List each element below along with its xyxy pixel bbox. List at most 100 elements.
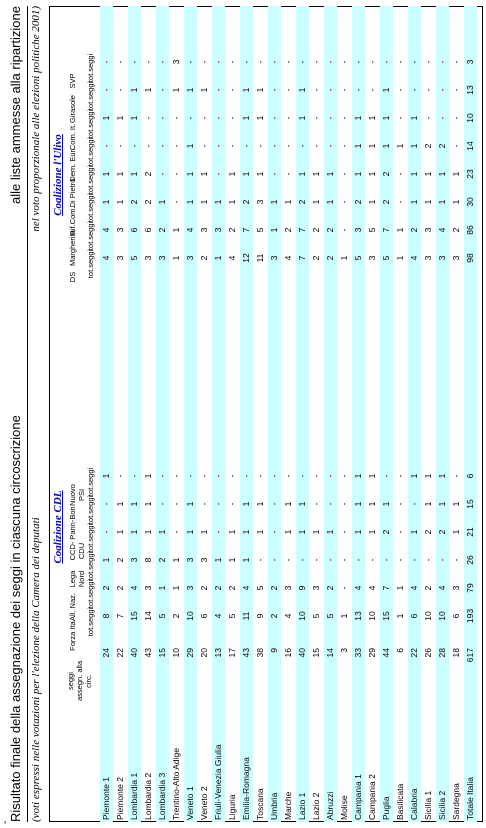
seat-cell: - bbox=[423, 60, 433, 64]
seat-cell: 1 bbox=[199, 199, 209, 205]
region-name: Lazio 1 bbox=[297, 792, 307, 820]
seat-cell: - bbox=[171, 530, 181, 534]
seat-cell: 1 bbox=[367, 171, 377, 177]
table-row: Puglia 44 15 7 - 2 1 - 5 7 2 2 1 1 1 - bbox=[380, 6, 393, 822]
seat-cell: 2 bbox=[227, 227, 237, 233]
seat-cell: 1 bbox=[129, 171, 139, 177]
seat-cell: - bbox=[129, 144, 139, 148]
seat-cell: 1 bbox=[283, 529, 293, 535]
seat-cell: 2 bbox=[115, 557, 125, 563]
seat-cell: 1 bbox=[185, 87, 195, 93]
seat-cell: 1 bbox=[227, 199, 237, 205]
seat-cell: 1 bbox=[255, 115, 265, 121]
seat-cell: 3 bbox=[255, 199, 265, 205]
region-name: Molise bbox=[339, 795, 349, 820]
seat-cell: 3 bbox=[185, 255, 195, 261]
header-svp: SVP bbox=[68, 73, 77, 89]
seat-cell: 1 bbox=[255, 171, 265, 177]
seat-cell: 12 bbox=[241, 253, 251, 263]
seat-cell: 4 bbox=[437, 585, 447, 591]
seat-cell: 1 bbox=[409, 143, 419, 149]
seat-cell: - bbox=[255, 60, 265, 64]
seat-cell: 2 bbox=[283, 227, 293, 233]
seat-cell: 1 bbox=[367, 115, 377, 121]
seat-cell: 23 bbox=[465, 169, 475, 179]
table-row: Liguria 17 5 2 1 1 - - 4 2 1 1 - - - - bbox=[226, 6, 239, 822]
seat-cell: 1 bbox=[269, 199, 279, 205]
seat-cell: - bbox=[185, 474, 195, 478]
seat-cell: - bbox=[325, 558, 335, 562]
seat-cell: 1 bbox=[451, 199, 461, 205]
seat-cell: 3 bbox=[269, 255, 279, 261]
region-name: Basilicata bbox=[395, 783, 405, 820]
seat-cell: 1 bbox=[171, 557, 181, 563]
seat-cell: 4 bbox=[185, 227, 195, 233]
seat-cell: 10 bbox=[367, 611, 377, 621]
seat-cell: - bbox=[129, 474, 139, 478]
seat-cell: 1 bbox=[367, 529, 377, 535]
seat-cell: - bbox=[213, 60, 223, 64]
seat-cell: 7 bbox=[381, 227, 391, 233]
seat-cell: - bbox=[283, 116, 293, 120]
seat-cell: 2 bbox=[143, 199, 153, 205]
seat-cell: - bbox=[367, 558, 377, 562]
seat-cell: 1 bbox=[297, 501, 307, 507]
seat-cell: 2 bbox=[171, 613, 181, 619]
seat-cell: 9 bbox=[255, 613, 265, 619]
seat-cell: - bbox=[325, 88, 335, 92]
region-name: Sicilia 1 bbox=[423, 790, 433, 820]
seat-cell: 193 bbox=[465, 608, 475, 624]
seat-cell: - bbox=[283, 172, 293, 176]
seat-cell: - bbox=[213, 474, 223, 478]
seat-cell: 1 bbox=[213, 557, 223, 563]
seat-cell: 3 bbox=[213, 227, 223, 233]
total-seats: 29 bbox=[367, 648, 377, 658]
seat-cell: - bbox=[367, 88, 377, 92]
region-name: Emilia-Romagna bbox=[241, 757, 251, 820]
seat-cell: 1 bbox=[101, 473, 111, 479]
total-seats: 24 bbox=[101, 648, 111, 658]
divider bbox=[49, 6, 50, 822]
seat-cell: - bbox=[395, 558, 405, 562]
seat-cell: 1 bbox=[143, 87, 153, 93]
seat-cell: 6 bbox=[465, 473, 475, 479]
seat-cell: 7 bbox=[381, 585, 391, 591]
seat-cell: - bbox=[339, 200, 349, 204]
region-name: Umbria bbox=[269, 792, 279, 820]
region-name: Veneto 1 bbox=[185, 786, 195, 820]
seat-cell: 1 bbox=[241, 171, 251, 177]
seat-cell: 3 bbox=[423, 255, 433, 261]
seat-cell: - bbox=[101, 502, 111, 506]
seat-cell: - bbox=[157, 172, 167, 176]
seat-cell: - bbox=[339, 60, 349, 64]
seat-cell: - bbox=[437, 558, 447, 562]
seat-cell: - bbox=[101, 144, 111, 148]
seat-cell: - bbox=[115, 60, 125, 64]
seat-cell: - bbox=[213, 144, 223, 148]
table-row: Sicilia 1 26 10 2 - 2 1 1 3 3 1 1 2 - - - bbox=[422, 6, 435, 822]
seat-cell: 5 bbox=[325, 613, 335, 619]
region-name: Piemonte 2 bbox=[115, 777, 125, 820]
coalition-cdl-title: Coalizione CDL bbox=[52, 490, 64, 564]
seat-cell: 2 bbox=[325, 255, 335, 261]
seat-cell: - bbox=[269, 60, 279, 64]
seat-cell: 1 bbox=[367, 501, 377, 507]
region-name: Marche bbox=[283, 791, 293, 820]
seat-cell: 1 bbox=[395, 227, 405, 233]
seat-cell: 1 bbox=[423, 501, 433, 507]
seat-cell: - bbox=[451, 88, 461, 92]
seat-cell: 79 bbox=[465, 583, 475, 593]
region-name: Veneto 2 bbox=[199, 786, 209, 820]
seat-cell: - bbox=[255, 144, 265, 148]
seat-cell: 10 bbox=[185, 611, 195, 621]
seat-cell: - bbox=[395, 474, 405, 478]
total-seats: 617 bbox=[465, 648, 475, 663]
seat-cell: 2 bbox=[311, 227, 321, 233]
table-row: Umbria 9 2 2 - - - - 3 1 1 - - - - - bbox=[268, 6, 281, 822]
seat-cell: 3 bbox=[367, 255, 377, 261]
seat-cell: 1 bbox=[115, 529, 125, 535]
seat-cell: - bbox=[269, 144, 279, 148]
seat-cell: - bbox=[269, 474, 279, 478]
seat-cell: 1 bbox=[437, 171, 447, 177]
seat-cell: 86 bbox=[465, 225, 475, 235]
